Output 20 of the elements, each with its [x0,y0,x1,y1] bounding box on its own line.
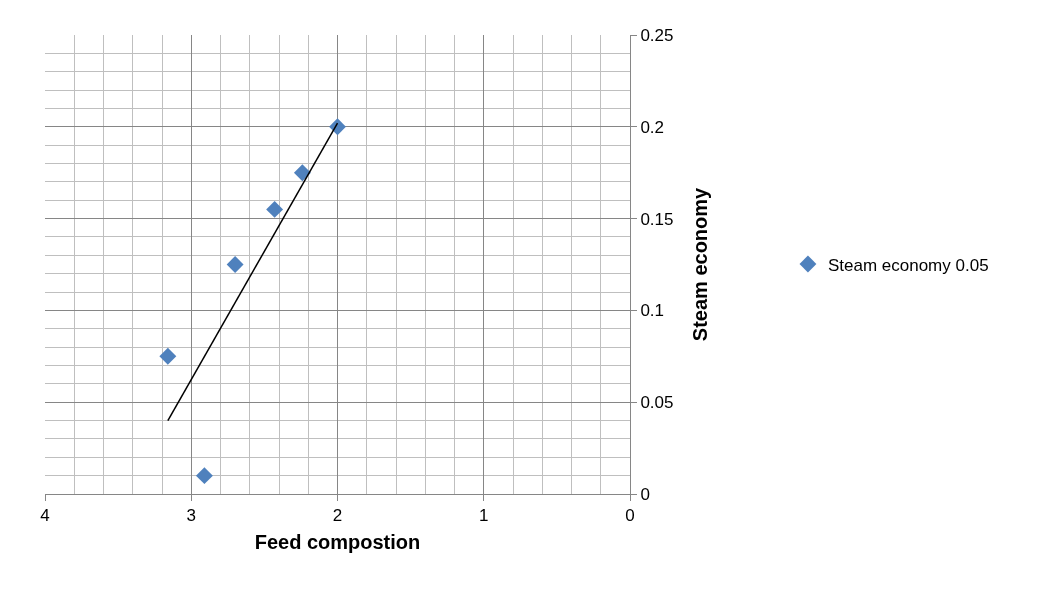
legend-label: Steam economy 0.05 [827,255,989,275]
point [293,164,311,182]
point [266,200,284,218]
x-tick-label: 1 [479,506,489,526]
y-tick-label: 0.2 [640,117,665,137]
x-tick-label: 2 [332,506,343,526]
point [226,256,244,273]
point [159,347,177,365]
y-tick-label: 0.1 [640,301,665,321]
y-axis-title: Steam economy [688,186,711,342]
y-tick-label: 0 [640,484,650,504]
y-tick-label: 0.25 [640,25,674,45]
point [329,118,346,136]
point [195,467,213,485]
y-tick-label: 0.15 [640,209,674,229]
x-axis-title: Feed compostion [254,530,421,553]
x-tick-label: 4 [40,506,50,526]
y-tick-label: 0.05 [640,393,674,413]
x-tick-label: 3 [186,506,196,526]
x-tick-label: 0 [625,506,635,526]
